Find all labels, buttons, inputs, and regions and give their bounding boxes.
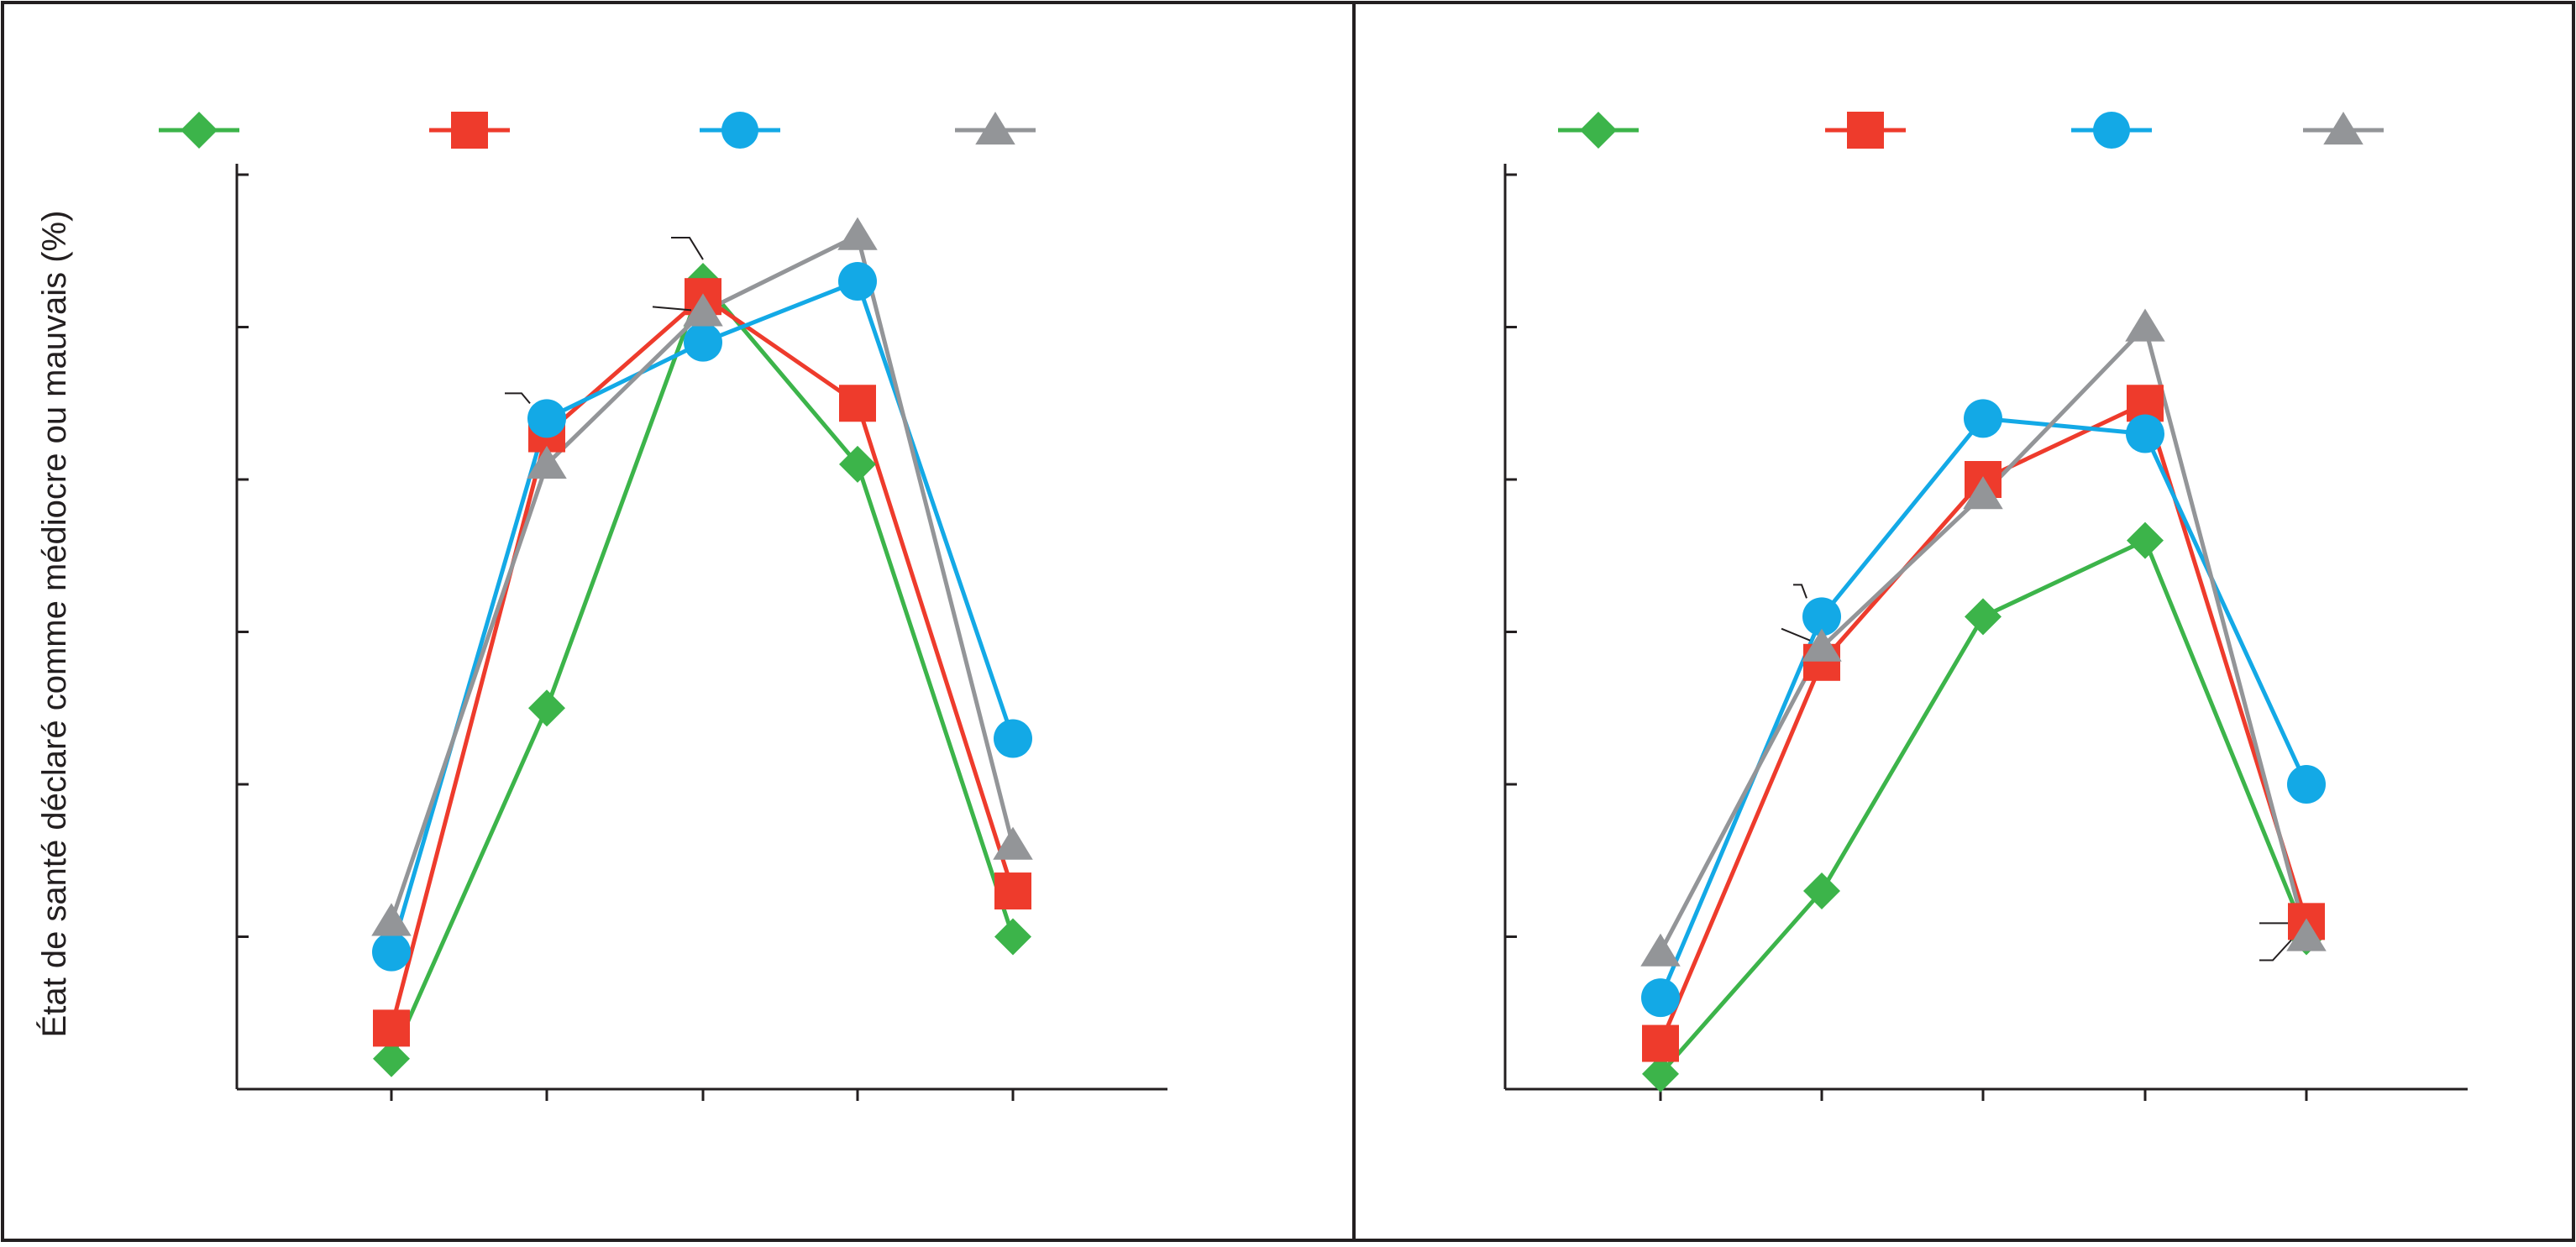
legend-swatch-square [1847, 112, 1884, 149]
data-point-65-74 [684, 322, 722, 362]
data-point-75+ [1963, 476, 2003, 510]
leader-line [1781, 627, 1811, 642]
data-point-65-74 [994, 719, 1032, 758]
legend-item [955, 112, 1036, 145]
chart-panel-femmes [159, 112, 1167, 1101]
legend-swatch-triangle [975, 112, 1015, 145]
data-point-18-44 [528, 689, 565, 727]
data-point-75+ [527, 445, 567, 479]
leader-line [671, 237, 704, 260]
legend-swatch-circle [2093, 112, 2130, 149]
legend-swatch-diamond [1580, 112, 1617, 149]
data-point-65-74 [1964, 399, 2002, 438]
leader-line [1793, 584, 1807, 599]
leader-line [652, 306, 692, 312]
data-point-18-44 [373, 1040, 410, 1077]
data-point-18-44 [1965, 598, 2002, 636]
data-point-65-74 [1641, 978, 1680, 1018]
legend-swatch-circle [721, 112, 758, 149]
legend-item [2303, 112, 2384, 145]
legend-item [1558, 112, 1639, 149]
data-point-18-44 [1803, 872, 1840, 910]
legend-item [700, 112, 780, 149]
legend-item [159, 112, 239, 149]
legend-swatch-square [451, 112, 488, 149]
data-point-65-74 [2287, 765, 2326, 804]
data-point-75+ [2286, 918, 2327, 951]
leader-line [505, 392, 531, 405]
legend-swatch-diamond [181, 112, 218, 149]
chart-panel-hommes [1503, 112, 2468, 1101]
data-point-65-74 [838, 262, 877, 301]
data-point-75+ [371, 903, 412, 936]
data-point-65-74 [527, 399, 566, 438]
data-point-75+ [837, 217, 878, 250]
data-point-75+ [1802, 628, 1842, 662]
data-point-65-74 [372, 932, 411, 972]
data-point-75+ [993, 826, 1033, 860]
data-point-65-74 [2126, 414, 2164, 453]
legend-item [2071, 112, 2152, 149]
data-point-65-74 [1802, 597, 1841, 637]
legend-item [1825, 112, 1906, 149]
legend-swatch-triangle [2323, 112, 2364, 145]
data-point-45-64 [994, 872, 1031, 910]
data-point-18-44 [1642, 1055, 1679, 1092]
leader-line [2259, 939, 2292, 961]
data-point-75+ [683, 293, 723, 327]
data-point-45-64 [1642, 1024, 1679, 1062]
data-point-18-44 [2127, 521, 2164, 559]
data-point-45-64 [373, 1009, 410, 1047]
data-point-45-64 [839, 385, 876, 422]
data-point-75+ [1640, 933, 1681, 967]
legend-item [429, 112, 510, 149]
data-point-75+ [2125, 308, 2165, 342]
data-point-18-44 [994, 918, 1031, 956]
data-point-18-44 [839, 445, 876, 483]
y-axis-title: État de santé déclaré comme médiocre ou … [35, 211, 73, 1038]
